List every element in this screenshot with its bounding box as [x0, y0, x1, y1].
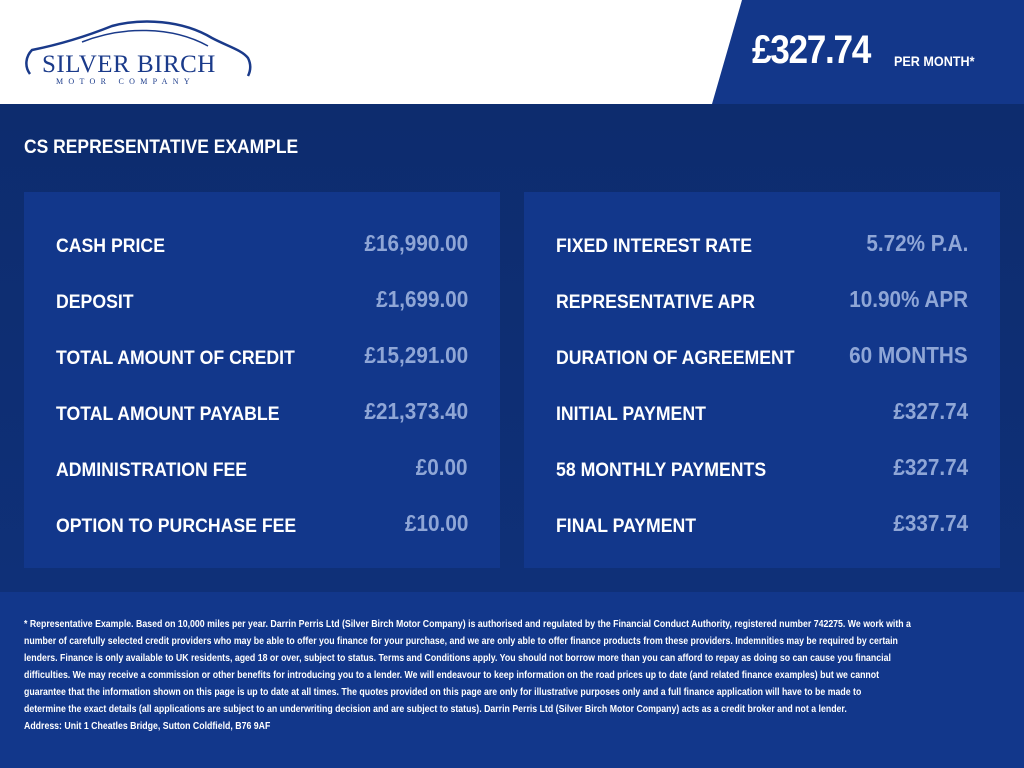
disclaimer-text: * Representative Example. Based on 10,00…	[24, 616, 934, 735]
row-value: £327.74	[893, 398, 968, 424]
finance-row: REPRESENTATIVE APR 10.90% APR	[556, 286, 968, 316]
row-value: 60 MONTHS	[849, 342, 968, 368]
row-value: 5.72% P.A.	[865, 230, 968, 256]
row-label: DURATION OF AGREEMENT	[556, 348, 795, 369]
row-value: £21,373.40	[364, 398, 468, 424]
disclaimer-line: guarantee that the information shown on …	[24, 687, 862, 698]
disclaimer-line: determine the exact details (all applica…	[24, 704, 847, 715]
row-label: FINAL PAYMENT	[556, 516, 697, 537]
finance-row: ADMINISTRATION FEE £0.00	[56, 454, 468, 484]
address-line: Address: Unit 1 Cheatles Bridge, Sutton …	[24, 721, 271, 732]
row-label: OPTION TO PURCHASE FEE	[56, 516, 297, 537]
finance-row: TOTAL AMOUNT OF CREDIT £15,291.00	[56, 342, 468, 372]
finance-row: INITIAL PAYMENT £327.74	[556, 398, 968, 428]
finance-row: 58 MONTHLY PAYMENTS £327.74	[556, 454, 968, 484]
finance-row: DURATION OF AGREEMENT 60 MONTHS	[556, 342, 968, 372]
finance-row: TOTAL AMOUNT PAYABLE £21,373.40	[56, 398, 468, 428]
header: SILVER BIRCH MOTOR COMPANY £327.74 PER M…	[0, 0, 1024, 104]
finance-row: OPTION TO PURCHASE FEE £10.00	[56, 510, 468, 540]
row-label: FIXED INTEREST RATE	[556, 236, 753, 257]
finance-row: FIXED INTEREST RATE 5.72% P.A.	[556, 230, 968, 260]
disclaimer-line: * Representative Example. Based on 10,00…	[24, 619, 911, 630]
finance-row: DEPOSIT £1,699.00	[56, 286, 468, 316]
row-value: £10.00	[404, 510, 468, 536]
disclaimer-line: lenders. Finance is only available to UK…	[24, 653, 891, 664]
representative-example-section: CS REPRESENTATIVE EXAMPLE CASH PRICE £16,…	[0, 104, 1024, 592]
row-value: £337.74	[893, 510, 968, 536]
row-label: REPRESENTATIVE APR	[556, 292, 755, 313]
disclaimer-line: difficulties. We may receive a commissio…	[24, 670, 880, 681]
per-month-label: PER MONTH*	[894, 53, 975, 69]
row-value: £1,699.00	[375, 286, 468, 312]
row-label: DEPOSIT	[56, 292, 134, 313]
row-label: CASH PRICE	[56, 236, 165, 257]
row-label: INITIAL PAYMENT	[556, 404, 706, 425]
section-title: CS REPRESENTATIVE EXAMPLE	[24, 137, 299, 158]
finance-panel-right: FIXED INTEREST RATE 5.72% P.A. REPRESENTA…	[524, 192, 1000, 568]
finance-row: CASH PRICE £16,990.00	[56, 230, 468, 260]
row-label: 58 MONTHLY PAYMENTS	[556, 460, 767, 481]
row-value: 10.90% APR	[849, 286, 968, 312]
monthly-price: £327.74	[752, 28, 871, 72]
row-label: ADMINISTRATION FEE	[56, 460, 248, 481]
silver-birch-logo[interactable]: SILVER BIRCH MOTOR COMPANY	[22, 16, 254, 88]
disclaimer-line: number of carefully selected credit prov…	[24, 636, 898, 647]
finance-row: FINAL PAYMENT £337.74	[556, 510, 968, 540]
row-label: TOTAL AMOUNT PAYABLE	[56, 404, 280, 425]
logo-subtitle: MOTOR COMPANY	[56, 77, 195, 86]
row-value: £327.74	[893, 454, 968, 480]
row-label: TOTAL AMOUNT OF CREDIT	[56, 348, 295, 369]
car-outline-icon	[25, 20, 252, 77]
row-value: £16,990.00	[364, 230, 468, 256]
row-value: £15,291.00	[364, 342, 468, 368]
monthly-price-banner: £327.74 PER MONTH*	[712, 0, 1024, 104]
logo-name: SILVER BIRCH	[42, 51, 216, 78]
row-value: £0.00	[416, 454, 468, 480]
finance-panel-left: CASH PRICE £16,990.00 DEPOSIT £1,699.00 TO…	[24, 192, 500, 568]
footer: * Representative Example. Based on 10,00…	[0, 592, 1024, 768]
